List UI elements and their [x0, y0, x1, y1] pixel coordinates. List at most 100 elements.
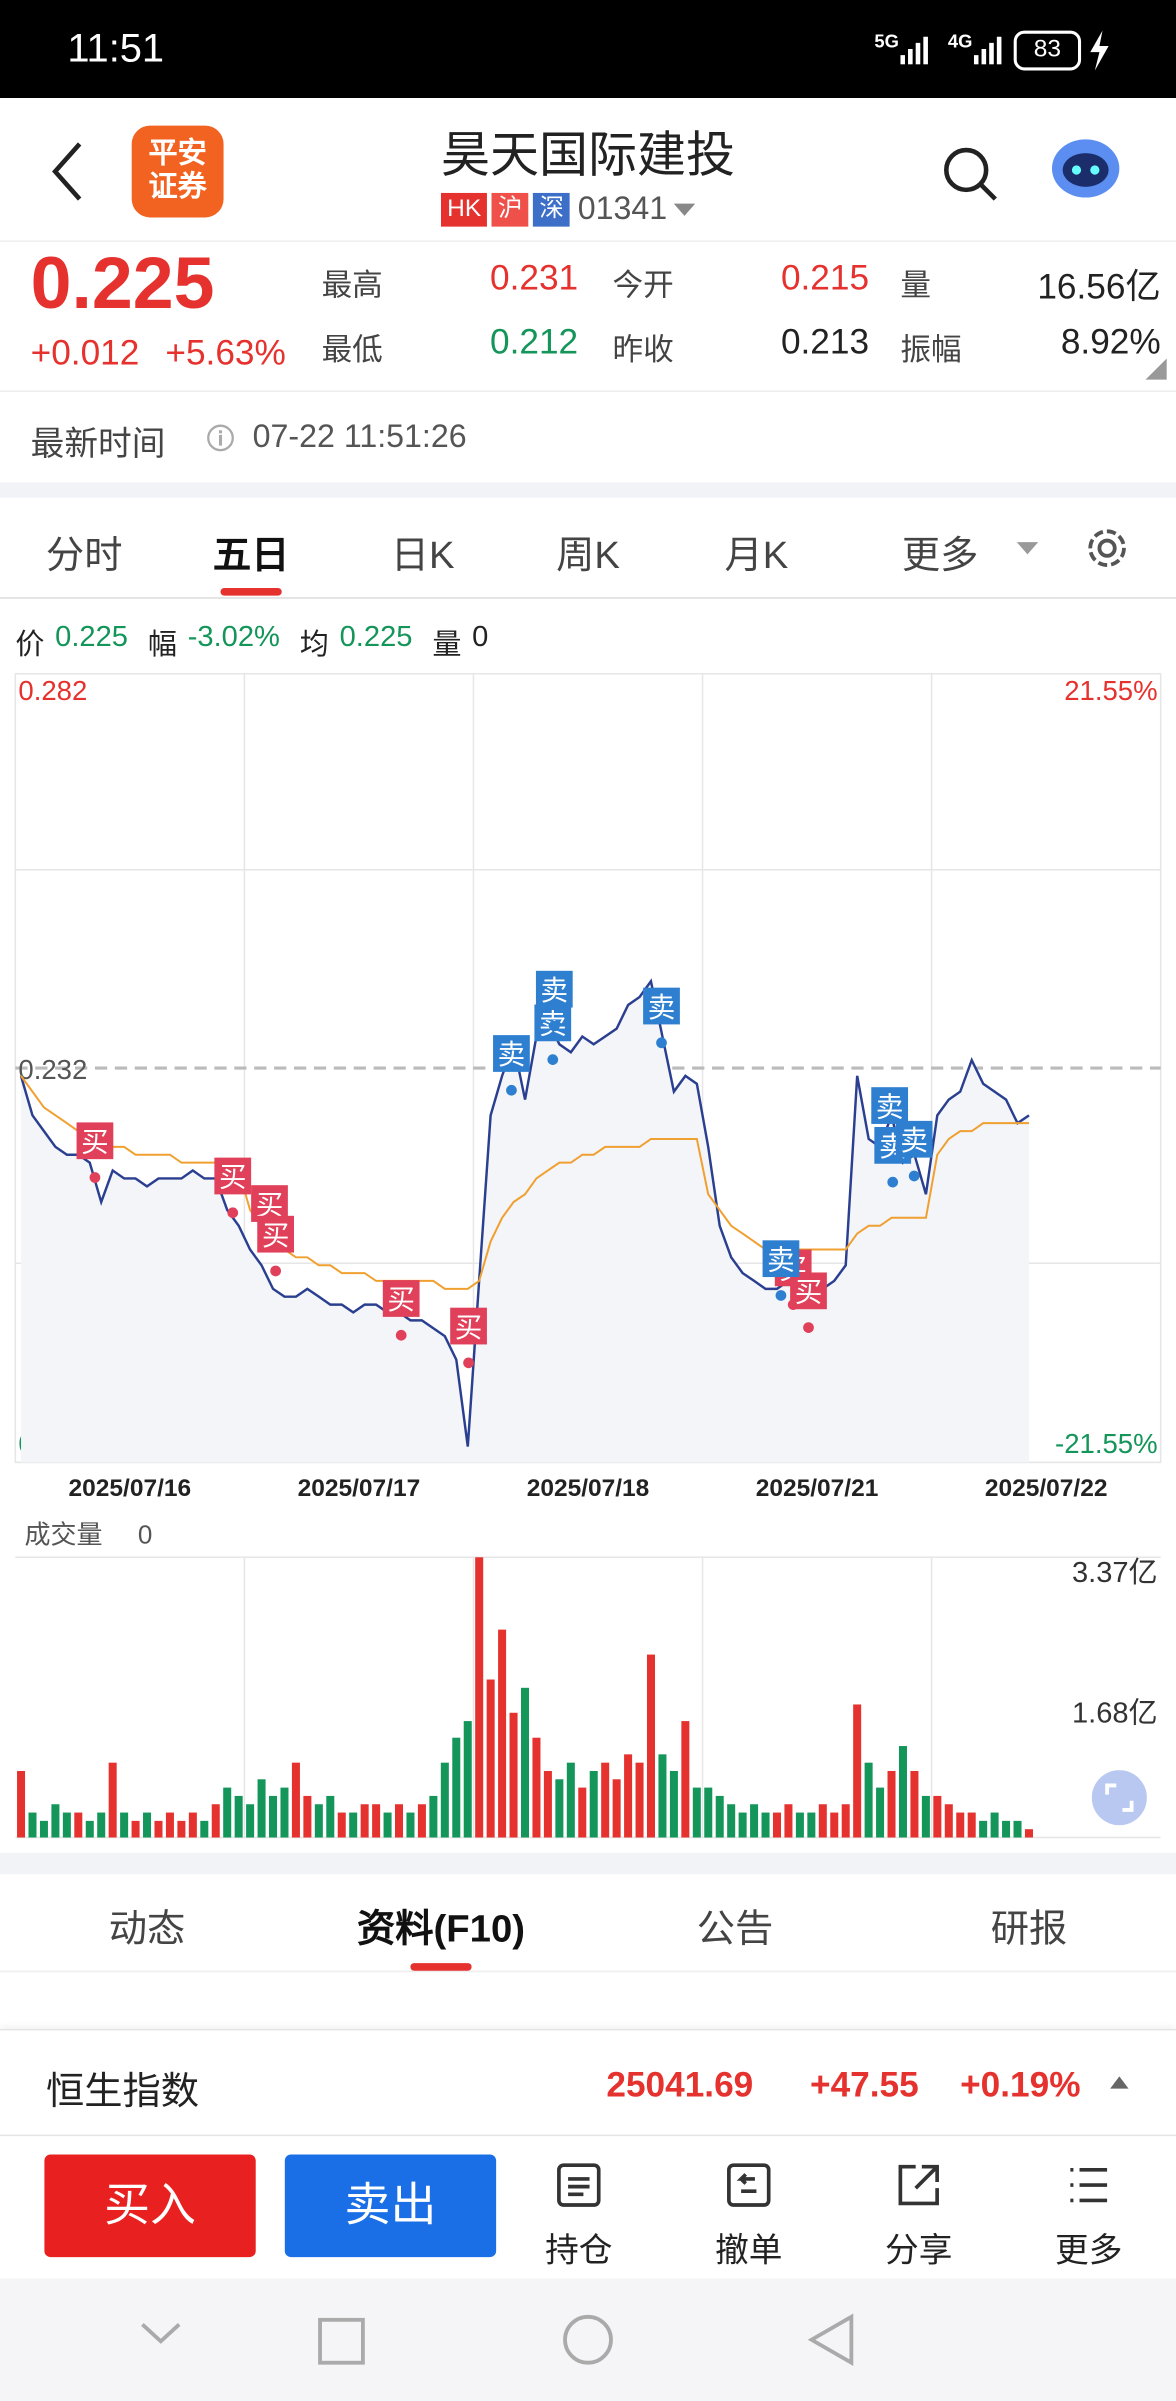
- volume-bar: [109, 1763, 117, 1838]
- trade-dot: [803, 1322, 814, 1333]
- tab-indicator: [221, 588, 282, 596]
- volume-bar: [876, 1788, 884, 1838]
- volume-bar: [303, 1796, 311, 1838]
- volume-bar: [372, 1804, 380, 1837]
- info-tab[interactable]: 研报: [891, 1899, 1167, 1954]
- trade-marker-label: 买: [256, 1189, 284, 1220]
- action-icon[interactable]: [554, 2161, 603, 2210]
- trade-marker-label: 卖: [498, 1039, 526, 1070]
- nav-back[interactable]: [805, 2312, 857, 2367]
- volume-bar: [418, 1804, 426, 1837]
- volume-bar: [613, 1779, 621, 1837]
- tab-indicator: [410, 1963, 471, 1971]
- period-tab[interactable]: 更多: [864, 525, 1017, 580]
- trade-dot: [270, 1266, 281, 1277]
- stat-value: 0.215: [781, 257, 869, 298]
- volume-bar: [693, 1788, 701, 1838]
- trade-dot: [549, 1021, 560, 1032]
- expand-icon[interactable]: [1109, 2073, 1130, 2091]
- volume-bar: [235, 1796, 243, 1838]
- period-tab[interactable]: 五日: [175, 525, 328, 580]
- volume-bar: [315, 1804, 323, 1837]
- action-label[interactable]: 分享: [858, 2223, 981, 2272]
- trade-dot: [396, 1330, 407, 1341]
- separator: [0, 1853, 1176, 1874]
- trade-dot: [909, 1171, 920, 1182]
- period-tab[interactable]: 日K: [346, 525, 499, 580]
- volume-bar: [1014, 1821, 1022, 1838]
- volume-bar: [132, 1821, 140, 1838]
- x-tick-label: 2025/07/17: [298, 1475, 421, 1502]
- index-bar[interactable]: 恒生指数 25041.69 +47.55 +0.19%: [0, 2029, 1176, 2136]
- volume-bar: [498, 1630, 506, 1838]
- trade-marker-label: 卖: [648, 992, 676, 1023]
- stat-label: 今开: [613, 260, 674, 304]
- fullscreen-button[interactable]: [1092, 1770, 1147, 1825]
- index-change: +47.55: [810, 2064, 919, 2105]
- period-tab[interactable]: 月K: [680, 525, 833, 580]
- volume-bar: [991, 1813, 999, 1838]
- volume-tick-label: 3.37亿: [1072, 1556, 1158, 1589]
- volume-bar: [922, 1796, 930, 1838]
- action-label[interactable]: 更多: [1027, 2223, 1150, 2272]
- volume-bar: [567, 1763, 575, 1838]
- volume-bar: [1025, 1829, 1033, 1837]
- stat-label: 振幅: [900, 325, 961, 369]
- sell-button[interactable]: 卖出: [285, 2154, 496, 2257]
- volume-bar: [796, 1813, 804, 1838]
- period-tab[interactable]: 周K: [511, 525, 664, 580]
- volume-bar: [899, 1746, 907, 1837]
- volume-bar: [429, 1796, 437, 1838]
- volume-bar: [406, 1813, 414, 1838]
- volume-bar: [326, 1796, 334, 1838]
- volume-bar: [555, 1779, 563, 1837]
- trade-marker-label: 卖: [876, 1091, 904, 1122]
- trade-marker-label: 买: [387, 1284, 415, 1315]
- buy-button[interactable]: 买入: [44, 2154, 255, 2257]
- volume-bar: [532, 1738, 540, 1838]
- y-tick-label: 0.282: [18, 675, 87, 706]
- volume-bar: [74, 1813, 82, 1838]
- nav-recent[interactable]: [315, 2315, 367, 2367]
- info-tab[interactable]: 资料(F10): [303, 1899, 579, 1954]
- divider: [0, 1971, 1176, 1973]
- stat-value: 0.231: [490, 257, 578, 298]
- action-label[interactable]: 持仓: [518, 2223, 641, 2272]
- volume-bar: [784, 1804, 792, 1837]
- volume-bar: [143, 1813, 151, 1838]
- volume-bar: [888, 1771, 896, 1838]
- period-tab[interactable]: 分时: [8, 525, 161, 580]
- volume-bar: [487, 1680, 495, 1838]
- action-icon[interactable]: [894, 2161, 943, 2210]
- volume-bar: [956, 1813, 964, 1838]
- stat-value: 0.212: [490, 322, 578, 363]
- info-tab[interactable]: 公告: [597, 1899, 873, 1954]
- volume-bar: [292, 1763, 300, 1838]
- volume-bar: [842, 1804, 850, 1837]
- action-icon[interactable]: [1064, 2161, 1113, 2210]
- volume-bar: [865, 1763, 873, 1838]
- volume-bar: [670, 1771, 678, 1838]
- volume-bar: [727, 1804, 735, 1837]
- nav-hide[interactable]: [138, 2318, 184, 2349]
- action-icon[interactable]: [724, 2161, 773, 2210]
- nav-home[interactable]: [560, 2312, 615, 2367]
- volume-bar: [452, 1738, 460, 1838]
- volume-bar: [441, 1763, 449, 1838]
- volume-bar: [601, 1763, 609, 1838]
- action-label[interactable]: 撤单: [688, 2223, 811, 2272]
- x-tick-label: 2025/07/16: [69, 1475, 192, 1502]
- volume-bar: [544, 1771, 552, 1838]
- volume-title: 成交量: [25, 1520, 103, 1550]
- info-tab[interactable]: 动态: [9, 1899, 285, 1954]
- volume-bar: [647, 1655, 655, 1838]
- stat-label: 量: [900, 260, 931, 304]
- volume-bar: [475, 1557, 483, 1837]
- trade-dot: [90, 1172, 101, 1183]
- volume-bar: [86, 1821, 94, 1838]
- stat-label: 最低: [322, 325, 383, 369]
- volume-bar: [830, 1813, 838, 1838]
- volume-bar: [578, 1788, 586, 1838]
- volume-bar: [361, 1804, 369, 1837]
- volume-bar: [910, 1771, 918, 1838]
